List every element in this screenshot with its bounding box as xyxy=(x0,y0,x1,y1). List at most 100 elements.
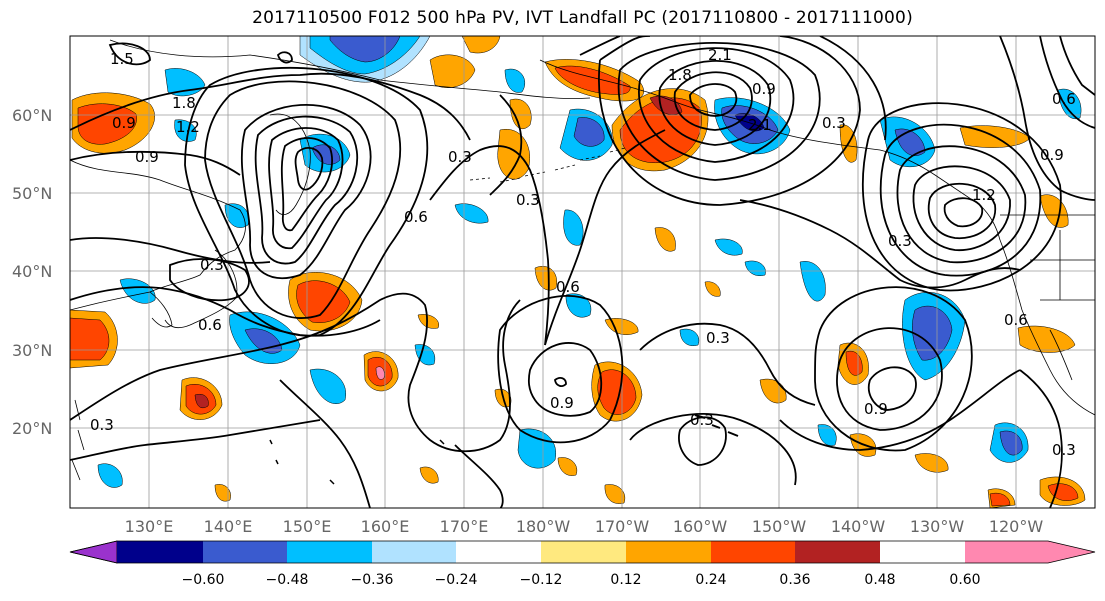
coastline-baja xyxy=(1049,329,1073,381)
pv-contour xyxy=(579,36,887,141)
colorbar: −0.60 −0.48 −0.36 −0.24 −0.12 0.12 0.24 … xyxy=(69,540,1096,588)
lon-label: 130°E xyxy=(125,517,174,536)
contour-label: 0.6 xyxy=(198,316,222,334)
pv-contour xyxy=(912,165,1011,251)
colorbar-segment xyxy=(456,541,541,563)
pv-contour xyxy=(70,237,271,264)
cold-anomaly xyxy=(817,424,837,446)
warm-anomaly xyxy=(419,466,439,484)
lon-label: 160°W xyxy=(673,517,728,536)
cold-anomaly xyxy=(164,68,206,97)
islands-philippines xyxy=(71,399,85,481)
pv-contour xyxy=(739,199,1021,289)
warm-anomaly xyxy=(914,453,949,473)
cold-anomaly xyxy=(565,293,592,318)
colorbar-extend-min xyxy=(69,540,118,564)
pv-contour xyxy=(861,102,1062,292)
lon-label: 150°E xyxy=(283,517,332,536)
warm-anomaly xyxy=(194,394,209,409)
pv-contour xyxy=(280,137,333,232)
cold-anomaly xyxy=(504,68,526,93)
pv-contour xyxy=(276,51,293,64)
cold-anomaly xyxy=(329,36,401,63)
contour-label: 2.1 xyxy=(748,116,772,134)
map-content: 1.5 1.8 0.9 1.2 0.9 0.3 0.6 0.3 0.6 0.9 … xyxy=(70,36,1095,508)
lat-label: 60°N xyxy=(12,106,52,125)
warm-anomaly xyxy=(497,128,530,180)
pv-contour xyxy=(836,327,943,431)
cold-anomaly xyxy=(454,203,489,224)
colorbar-segment xyxy=(626,541,711,563)
contour-label: 0.6 xyxy=(556,278,580,296)
contour-label: 0.3 xyxy=(516,191,540,209)
warm-anomaly xyxy=(554,65,631,95)
colorbar-tick-label: 0.48 xyxy=(864,572,895,588)
warm-anomaly xyxy=(604,318,639,335)
contour-label: 0.6 xyxy=(404,208,428,226)
pv-contour xyxy=(70,150,241,176)
contour-label: 1.2 xyxy=(972,186,996,204)
cold-anomaly xyxy=(744,260,766,276)
warm-anomaly xyxy=(704,281,721,297)
pv-contour xyxy=(673,71,753,131)
warm-anomaly xyxy=(70,317,110,361)
colorbar-tick-label: 0.36 xyxy=(779,572,810,588)
contour-label: 1.8 xyxy=(668,66,692,84)
contour-label: 0.9 xyxy=(550,394,574,412)
contour-label: 0.3 xyxy=(822,114,846,132)
cold-anomaly xyxy=(309,368,347,404)
pv-contour xyxy=(943,197,984,228)
lat-label: 40°N xyxy=(12,262,52,281)
contour-label: 0.6 xyxy=(1052,90,1076,108)
warm-anomaly xyxy=(77,103,137,145)
contour-label: 0.9 xyxy=(135,148,159,166)
pv-contour xyxy=(70,72,471,141)
lon-label: 180°W xyxy=(516,517,571,536)
warm-anomaly xyxy=(1039,194,1069,228)
contour-label: 0.3 xyxy=(90,416,114,434)
cold-anomaly xyxy=(799,261,826,302)
colorbar-segment xyxy=(711,541,795,563)
pv-contour xyxy=(658,60,772,146)
warm-anomaly xyxy=(557,457,578,476)
cold-anomaly xyxy=(679,328,700,346)
warm-anomaly xyxy=(654,227,676,252)
pv-contour xyxy=(814,286,973,452)
lon-label: 150°W xyxy=(752,517,807,536)
cold-anomaly xyxy=(563,209,584,246)
contour-label: 0.3 xyxy=(1052,441,1076,459)
pv-contour xyxy=(879,123,1042,277)
colorbar-tick-label: −0.24 xyxy=(435,572,478,588)
pv-contour xyxy=(489,94,523,196)
coastline-asia xyxy=(70,159,246,311)
warm-anomaly xyxy=(509,98,532,130)
pv-contour xyxy=(678,416,727,466)
contour-label: 2.1 xyxy=(708,46,732,64)
colorbar-tick-label: −0.48 xyxy=(266,572,309,588)
contour-label: 0.6 xyxy=(1004,311,1028,329)
colorbar-segment xyxy=(541,541,626,563)
warm-anomaly xyxy=(429,54,476,88)
colorbar-tick-label: 0.60 xyxy=(949,572,980,588)
colorbar-segment xyxy=(287,541,372,563)
contour-label: 0.3 xyxy=(448,148,472,166)
contour-label: 0.3 xyxy=(706,329,730,347)
lat-axis: 60°N 50°N 40°N 30°N 20°N xyxy=(12,106,52,438)
contour-label: 1.2 xyxy=(176,118,200,136)
pv-contour xyxy=(617,41,821,181)
contour-label: 0.3 xyxy=(200,256,224,274)
warm-anomaly xyxy=(417,314,440,329)
lon-label: 140°E xyxy=(204,517,253,536)
pv-contour xyxy=(184,66,429,337)
coastline-korea xyxy=(149,291,173,328)
lon-axis: 130°E 140°E 150°E 160°E 170°E 180°W 170°… xyxy=(125,517,1044,536)
lon-label: 170°E xyxy=(440,517,489,536)
colorbar-segment xyxy=(795,541,880,563)
pv-contour xyxy=(689,83,738,117)
colorbar-outline xyxy=(69,540,1096,564)
pv-contour xyxy=(1059,36,1095,96)
lat-label: 50°N xyxy=(12,184,52,203)
contour-label: 0.9 xyxy=(752,80,776,98)
colorbar-segment xyxy=(117,541,203,563)
border-states xyxy=(1030,230,1095,301)
